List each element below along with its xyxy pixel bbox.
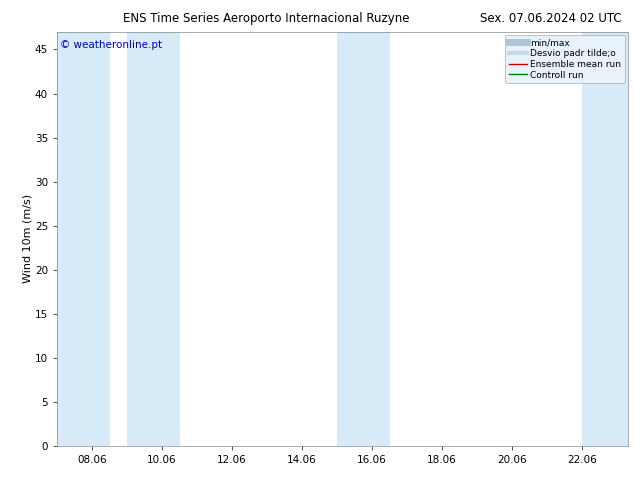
Text: Sex. 07.06.2024 02 UTC: Sex. 07.06.2024 02 UTC — [480, 12, 621, 25]
Legend: min/max, Desvio padr tilde;o, Ensemble mean run, Controll run: min/max, Desvio padr tilde;o, Ensemble m… — [505, 35, 625, 83]
Bar — [57, 32, 110, 446]
Bar — [582, 32, 628, 446]
Text: © weatheronline.pt: © weatheronline.pt — [60, 40, 162, 50]
Bar — [127, 32, 179, 446]
Text: ENS Time Series Aeroporto Internacional Ruzyne: ENS Time Series Aeroporto Internacional … — [123, 12, 410, 25]
Bar — [337, 32, 390, 446]
Y-axis label: Wind 10m (m/s): Wind 10m (m/s) — [22, 195, 32, 283]
